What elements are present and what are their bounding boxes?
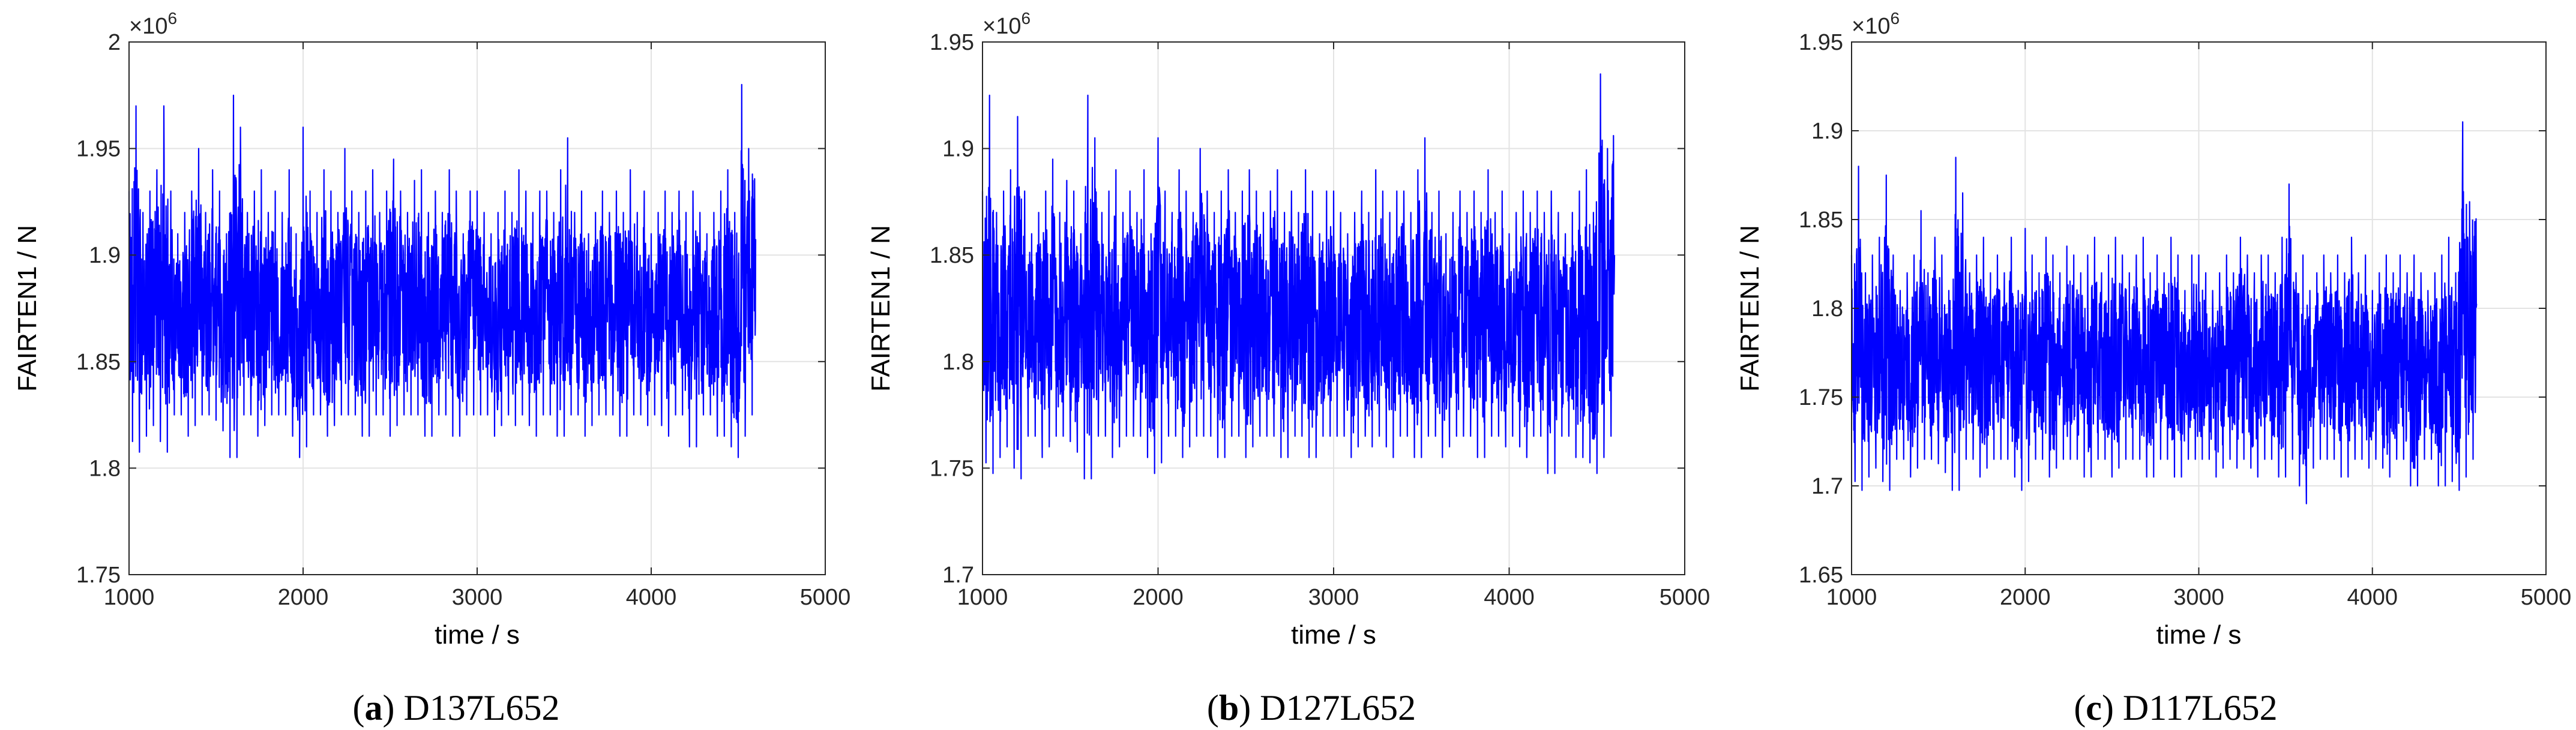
chart-panel-c: 1000 2000 3000 4000 5000 1.65 1.7 1.75 1.8 1.85 1.…	[1735, 9, 2571, 728]
y-tick-label: 1.95	[76, 137, 121, 162]
y-tick-label: 1.9	[942, 137, 974, 162]
x-tick-label: 2000	[2000, 585, 2051, 610]
series-line	[1850, 121, 2478, 504]
y-axis-label: FAIRTEN1 / N	[13, 225, 42, 392]
y-tick-label: 1.7	[942, 563, 974, 588]
y-tick-label: 1.85	[76, 350, 121, 375]
chart-panel-b: 1000 2000 3000 4000 5000 1.7 1.75 1.8 1.85 1.9 1.9…	[866, 9, 1710, 728]
x-tick-label: 2000	[278, 585, 329, 610]
y-tick-label: 2	[108, 30, 121, 55]
y-tick-label: 1.8	[89, 456, 121, 481]
y-tick-label: 1.9	[89, 243, 121, 268]
x-tick-label: 4000	[2347, 585, 2398, 610]
x-tick-label: 3000	[2173, 585, 2224, 610]
series-line	[981, 73, 1616, 480]
y-tick-label: 1.95	[1799, 30, 1843, 55]
x-tick-label: 3000	[452, 585, 503, 610]
panel-caption: (b) D127L652	[1207, 688, 1416, 728]
y-tick-label: 1.8	[942, 350, 974, 375]
chart-panel-a: 1000 2000 3000 4000 5000 1.75 1.8 1.85 1.9 1.95 2 ×…	[13, 9, 850, 728]
y-tick-label: 1.75	[76, 563, 121, 588]
x-tick-label: 2000	[1133, 585, 1184, 610]
y-exponent-label: ×106	[129, 9, 177, 39]
x-tick-label: 3000	[1308, 585, 1359, 610]
y-axis-label: FAIRTEN1 / N	[1735, 225, 1765, 392]
y-tick-label: 1.85	[930, 243, 974, 268]
x-axis-label: time / s	[2156, 620, 2242, 650]
x-axis-label: time / s	[1291, 620, 1376, 650]
x-tick-label: 4000	[1484, 585, 1535, 610]
y-tick-label: 1.75	[1799, 385, 1843, 410]
y-tick-label: 1.85	[1799, 208, 1843, 233]
y-exponent-label: ×106	[1852, 9, 1900, 39]
series-line	[128, 83, 757, 458]
x-tick-label: 1000	[104, 585, 155, 610]
y-tick-label: 1.75	[930, 456, 974, 481]
x-tick-label: 1000	[1826, 585, 1877, 610]
y-tick-label: 1.95	[930, 30, 974, 55]
y-exponent-label: ×106	[983, 9, 1031, 39]
x-tick-label: 1000	[957, 585, 1008, 610]
x-axis-label: time / s	[435, 620, 520, 650]
panel-caption: (c) D117L652	[2074, 688, 2277, 728]
y-axis-label: FAIRTEN1 / N	[866, 225, 895, 392]
panel-caption: (a) D137L652	[353, 688, 560, 728]
x-tick-label: 5000	[800, 585, 851, 610]
x-tick-label: 5000	[1660, 585, 1711, 610]
x-tick-label: 4000	[626, 585, 677, 610]
x-tick-label: 5000	[2521, 585, 2572, 610]
y-tick-label: 1.65	[1799, 563, 1843, 588]
y-tick-label: 1.9	[1811, 119, 1843, 144]
y-tick-label: 1.8	[1811, 296, 1843, 322]
y-tick-label: 1.7	[1811, 474, 1843, 499]
